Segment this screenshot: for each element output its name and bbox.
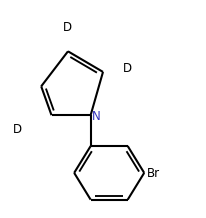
Text: D: D xyxy=(13,123,22,136)
Text: Br: Br xyxy=(147,167,160,180)
Text: D: D xyxy=(62,21,71,34)
Text: N: N xyxy=(92,110,100,123)
Text: D: D xyxy=(123,62,132,75)
